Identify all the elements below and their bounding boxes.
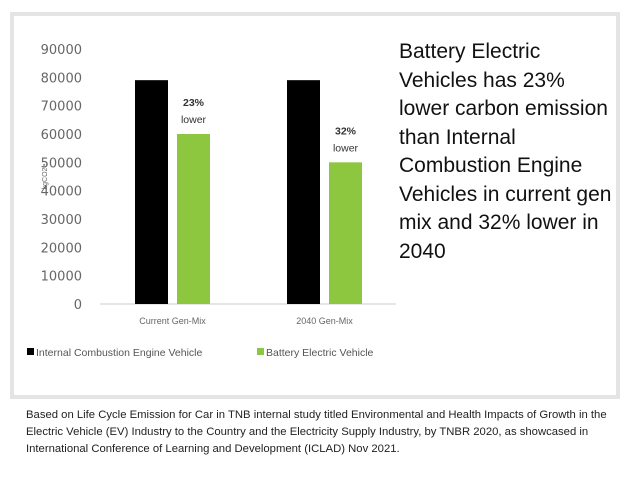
bar-chart: 0 10000 20000 30000 40000 50000 60000 70000 8000… xyxy=(27,43,396,359)
y-tick-label: 60000 xyxy=(41,128,82,143)
footnote: Based on Life Cycle Emission for Car in … xyxy=(26,409,607,455)
legend-label: Battery Electric Vehicle xyxy=(266,347,374,359)
y-tick-label: 40000 xyxy=(41,185,82,200)
bar-annotation: 32% xyxy=(335,125,357,137)
x-tick-label: 2040 Gen-Mix xyxy=(296,316,353,326)
legend-swatch xyxy=(27,348,34,355)
y-tick-label: 80000 xyxy=(41,71,82,86)
bar-bev-1 xyxy=(329,162,362,304)
y-axis-label: kgCO2e xyxy=(42,164,49,190)
y-tick-label: 10000 xyxy=(41,270,82,285)
bar-annotation: lower xyxy=(333,142,359,154)
bar-annotation: lower xyxy=(181,114,207,126)
bar-ice-1 xyxy=(287,80,320,305)
summary-text: Battery Electric Vehicles has 23% lower … xyxy=(399,40,612,263)
y-tick-label: 70000 xyxy=(41,100,82,115)
y-tick-label: 90000 xyxy=(41,43,82,58)
bar-ice-0 xyxy=(135,80,168,305)
y-tick-label: 50000 xyxy=(41,156,82,171)
x-tick-label: Current Gen-Mix xyxy=(139,316,206,326)
y-tick-label: 0 xyxy=(74,298,82,313)
y-tick-label: 20000 xyxy=(41,241,82,256)
legend-label: Internal Combustion Engine Vehicle xyxy=(36,347,203,359)
bar-annotation: 23% xyxy=(183,97,205,109)
legend-swatch xyxy=(257,348,264,355)
bar-bev-0 xyxy=(177,134,210,304)
y-tick-label: 30000 xyxy=(41,213,82,228)
